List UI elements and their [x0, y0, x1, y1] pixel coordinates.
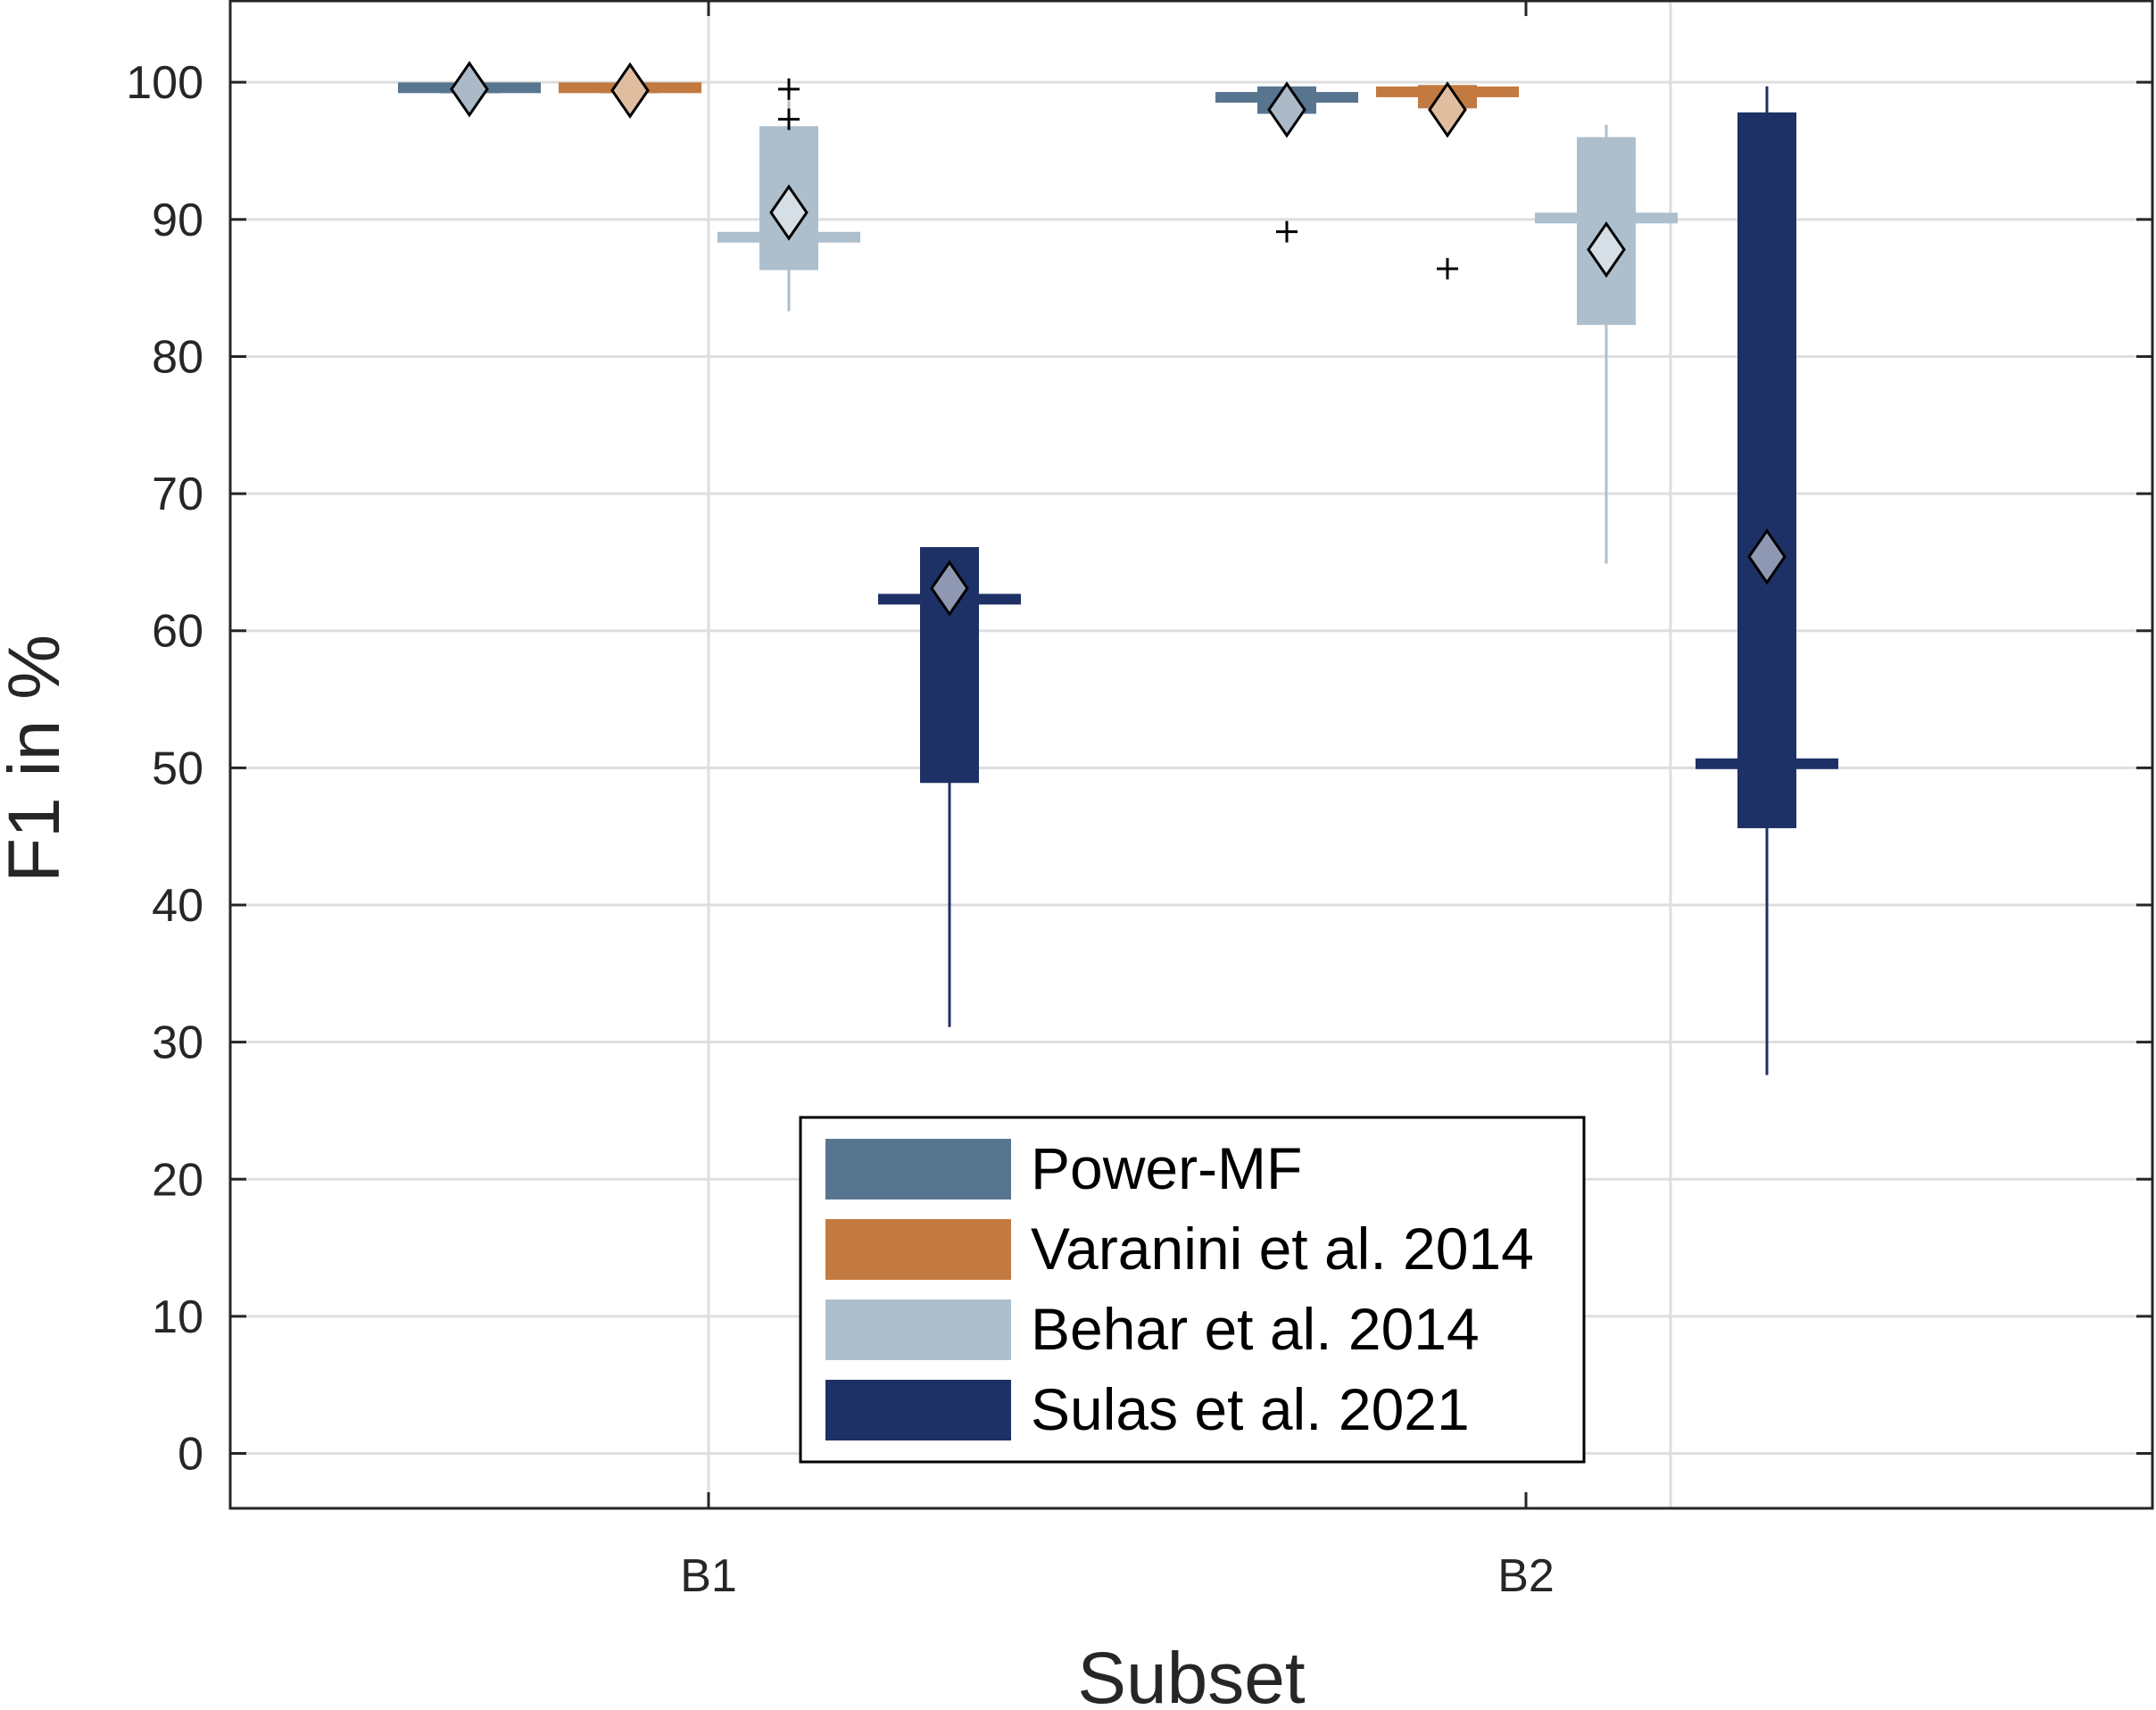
xtick-label-B1: B1 — [680, 1550, 737, 1602]
mean-marker — [1267, 81, 1306, 138]
x-axis-title: Subset — [1077, 1638, 1306, 1710]
box-B2-0 — [1215, 81, 1358, 243]
ytick-label-50: 50 — [152, 743, 203, 794]
legend: Power-MF Varanini et al. 2014 Behar et al.… — [799, 1116, 1586, 1464]
median-bar — [1696, 758, 1838, 769]
box-B2-3 — [1696, 86, 1838, 1075]
mean-marker — [450, 61, 489, 118]
legend-swatch-1 — [825, 1219, 1011, 1280]
grid — [230, 0, 2152, 1508]
ytick-label-60: 60 — [152, 606, 203, 658]
ytick-label-40: 40 — [152, 880, 203, 932]
ytick-label-70: 70 — [152, 469, 203, 520]
outlier-marker — [778, 108, 800, 130]
ytick-label-80: 80 — [152, 331, 203, 383]
outlier-marker — [778, 78, 800, 100]
legend-label-1: Varanini et al. 2014 — [1031, 1216, 1534, 1282]
box-iqr — [1737, 112, 1796, 828]
mean-marker — [769, 184, 808, 241]
mean-marker — [930, 560, 969, 617]
ytick-label-20: 20 — [152, 1154, 203, 1206]
ytick-label-90: 90 — [152, 195, 203, 246]
legend-label-2: Behar et al. 2014 — [1031, 1296, 1480, 1362]
legend-swatch-3 — [825, 1380, 1011, 1440]
box-B1-3 — [878, 547, 1021, 1027]
ytick-label-30: 30 — [152, 1017, 203, 1069]
legend-swatch-0 — [825, 1139, 1011, 1199]
legend-swatch-2 — [825, 1299, 1011, 1360]
box-B1-2 — [717, 78, 860, 311]
plot-area — [398, 61, 1838, 1075]
legend-label-3: Sulas et al. 2021 — [1031, 1376, 1470, 1442]
mean-marker — [1747, 528, 1787, 585]
ytick-label-100: 100 — [126, 57, 203, 109]
mean-marker — [610, 62, 650, 120]
outlier-marker — [1437, 258, 1458, 280]
outlier-marker — [1276, 220, 1298, 243]
box-B1-0 — [398, 61, 541, 118]
mean-marker — [1587, 220, 1626, 278]
median-bar — [1535, 212, 1678, 224]
mean-marker — [1428, 81, 1467, 138]
axes-frame — [228, 0, 2154, 1510]
box-B2-2 — [1535, 124, 1678, 564]
ytick-label-10: 10 — [152, 1291, 203, 1343]
xtick-label-B2: B2 — [1497, 1550, 1555, 1602]
y-axis-title: F1 in % — [0, 635, 75, 883]
box-B1-1 — [559, 62, 701, 120]
legend-label-0: Power-MF — [1031, 1135, 1302, 1201]
box-B2-1 — [1376, 81, 1519, 280]
ytick-label-0: 0 — [178, 1429, 203, 1481]
